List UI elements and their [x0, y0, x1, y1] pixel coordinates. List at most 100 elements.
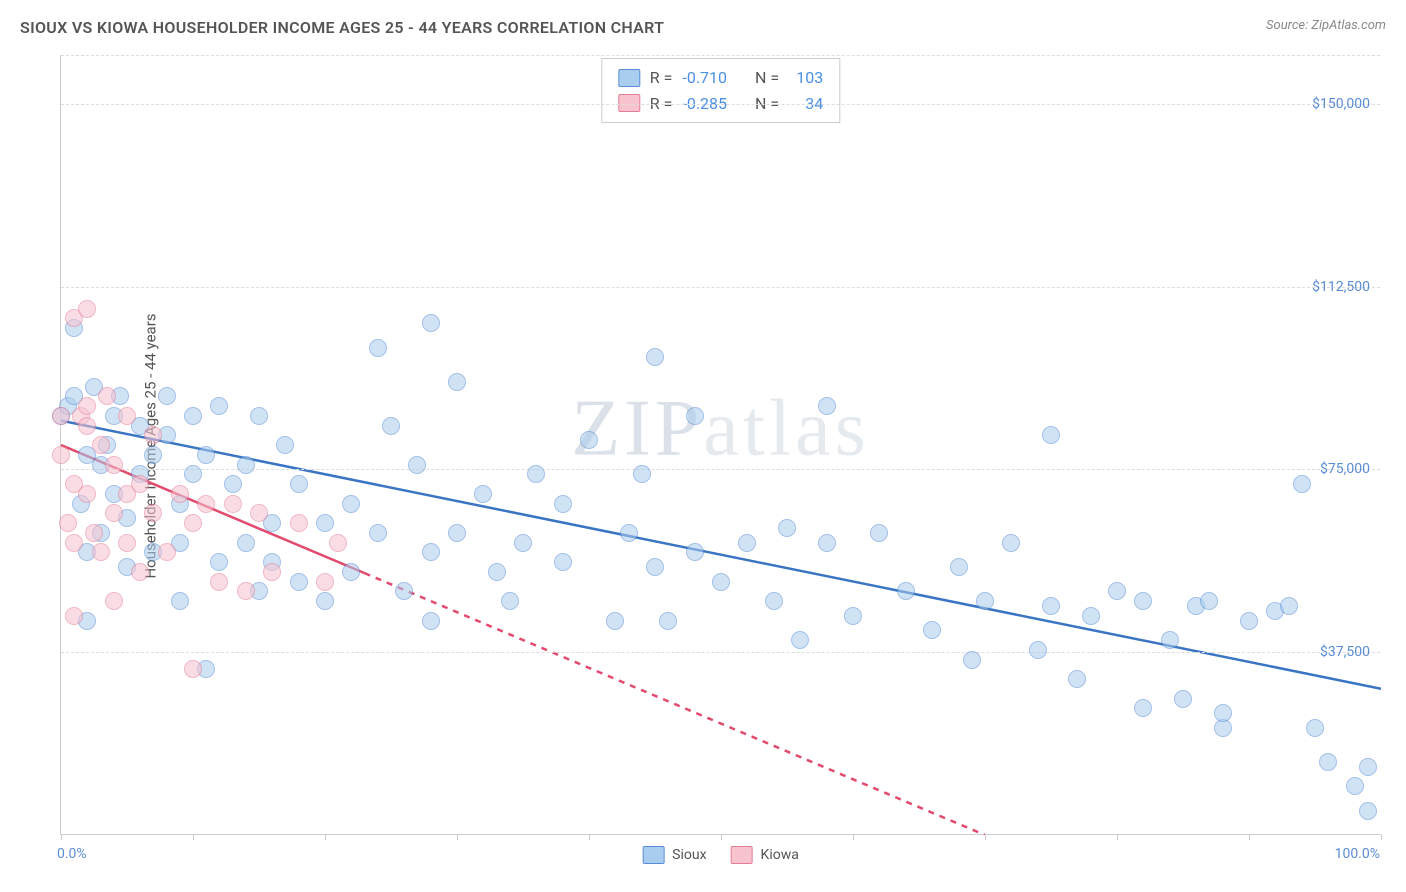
scatter-point [738, 534, 756, 552]
y-tick-label: $112,500 [1312, 279, 1370, 295]
scatter-point [369, 524, 387, 542]
scatter-point [1134, 592, 1152, 610]
scatter-point [818, 397, 836, 415]
scatter-point [1174, 690, 1192, 708]
scatter-point [184, 407, 202, 425]
scatter-point [422, 543, 440, 561]
x-tick [985, 834, 986, 840]
scatter-point [52, 407, 70, 425]
scatter-point [1082, 607, 1100, 625]
correlation-legend: R = -0.710 N = 103 R = -0.285 N = 34 [601, 58, 840, 123]
scatter-point [237, 456, 255, 474]
scatter-point [448, 524, 466, 542]
scatter-point [85, 524, 103, 542]
x-tick [589, 834, 590, 840]
scatter-point [316, 592, 334, 610]
scatter-point [105, 504, 123, 522]
scatter-point [844, 607, 862, 625]
scatter-point [52, 446, 70, 464]
y-tick-label: $75,000 [1320, 461, 1370, 477]
scatter-point [59, 514, 77, 532]
scatter-point [144, 426, 162, 444]
scatter-point [1359, 802, 1377, 820]
scatter-point [316, 514, 334, 532]
y-tick-label: $150,000 [1312, 96, 1370, 112]
scatter-point [1042, 597, 1060, 615]
scatter-point [1161, 631, 1179, 649]
scatter-point [105, 456, 123, 474]
scatter-point [237, 534, 255, 552]
scatter-point [263, 563, 281, 581]
x-tick [325, 834, 326, 840]
x-tick [853, 834, 854, 840]
scatter-point [923, 621, 941, 639]
scatter-point [171, 592, 189, 610]
x-tick-label-max: 100.0% [1335, 846, 1380, 862]
scatter-point [514, 534, 532, 552]
scatter-point [659, 612, 677, 630]
gridline-h [61, 287, 1380, 288]
trend-lines-svg [61, 55, 1381, 835]
scatter-point [197, 446, 215, 464]
x-tick-label-min: 0.0% [57, 846, 87, 862]
scatter-point [118, 534, 136, 552]
scatter-point [554, 495, 572, 513]
gridline-h [61, 55, 1380, 56]
scatter-point [1214, 704, 1232, 722]
scatter-point [250, 504, 268, 522]
scatter-point [158, 387, 176, 405]
x-tick [61, 834, 62, 840]
scatter-point [276, 436, 294, 454]
scatter-point [633, 465, 651, 483]
scatter-point [1240, 612, 1258, 630]
scatter-point [950, 558, 968, 576]
scatter-point [818, 534, 836, 552]
scatter-point [184, 514, 202, 532]
scatter-point [342, 563, 360, 581]
x-tick [1381, 834, 1382, 840]
scatter-point [210, 573, 228, 591]
scatter-point [171, 485, 189, 503]
scatter-point [290, 475, 308, 493]
scatter-point [184, 465, 202, 483]
scatter-point [329, 534, 347, 552]
scatter-point [580, 431, 598, 449]
watermark-bold: ZIP [571, 384, 703, 472]
scatter-point [290, 573, 308, 591]
gridline-h [61, 652, 1380, 653]
legend-swatch-sioux [642, 846, 664, 864]
r-value-sioux: -0.710 [682, 65, 727, 91]
scatter-point [184, 660, 202, 678]
scatter-point [620, 524, 638, 542]
scatter-point [1134, 699, 1152, 717]
scatter-point [369, 339, 387, 357]
scatter-point [1280, 597, 1298, 615]
x-tick [457, 834, 458, 840]
legend-label-kiowa: Kiowa [761, 847, 799, 863]
legend-label-sioux: Sioux [672, 847, 706, 863]
scatter-point [78, 417, 96, 435]
scatter-point [1306, 719, 1324, 737]
scatter-point [250, 407, 268, 425]
scatter-point [237, 582, 255, 600]
legend-item-sioux: Sioux [642, 846, 706, 864]
scatter-point [606, 612, 624, 630]
x-tick [1117, 834, 1118, 840]
scatter-point [448, 373, 466, 391]
gridline-h [61, 469, 1380, 470]
chart-container: SIOUX VS KIOWA HOUSEHOLDER INCOME AGES 2… [0, 0, 1406, 892]
scatter-point [65, 534, 83, 552]
scatter-point [976, 592, 994, 610]
scatter-point [1293, 475, 1311, 493]
scatter-point [474, 485, 492, 503]
scatter-point [78, 485, 96, 503]
y-tick-label: $37,500 [1320, 644, 1370, 660]
scatter-point [1002, 534, 1020, 552]
title-bar: SIOUX VS KIOWA HOUSEHOLDER INCOME AGES 2… [20, 18, 1386, 42]
n-value-sioux: 103 [789, 65, 823, 91]
scatter-point [646, 348, 664, 366]
scatter-point [382, 417, 400, 435]
n-label: N = [755, 65, 779, 91]
scatter-point [224, 495, 242, 513]
scatter-point [92, 543, 110, 561]
